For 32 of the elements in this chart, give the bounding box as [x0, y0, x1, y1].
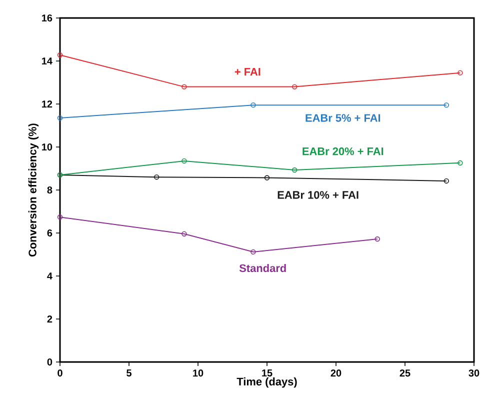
point: [182, 231, 187, 236]
point: [154, 174, 160, 180]
y-tick-label: 0: [47, 358, 52, 366]
x-tick-label: 20: [330, 370, 342, 377]
point: [250, 102, 256, 108]
series-label: + FAI: [234, 68, 260, 76]
point: [182, 158, 187, 164]
y-tick-label: 4: [47, 272, 52, 280]
series-label: EABr 5% + FAI: [306, 114, 380, 122]
point: [292, 84, 298, 90]
y-tick-label: 16: [42, 14, 52, 22]
series-label: EABr 10% + FAI: [278, 191, 358, 199]
series-label: EABr 20% + FAI: [302, 147, 384, 156]
y-tick-label: 12: [42, 100, 52, 108]
x-tick-label: 10: [193, 370, 204, 377]
x-tick-label: 30: [468, 370, 480, 377]
point: [292, 167, 298, 173]
point: [264, 175, 270, 180]
point: [250, 249, 256, 255]
y-tick-label: 10: [42, 143, 52, 151]
series-label: Standard: [239, 264, 286, 272]
y-tick-label: 14: [42, 58, 52, 64]
y-tick-label: 6: [47, 229, 52, 237]
y-tick-label: 8: [47, 186, 52, 194]
x-tick-label: 5: [126, 370, 132, 376]
x-tick-label: 15: [262, 370, 272, 376]
y-tick-label: 2: [47, 316, 52, 322]
point: [182, 84, 187, 90]
x-axis-title: Time (days): [236, 377, 297, 388]
x-tick-label: 0: [58, 370, 62, 377]
x-tick-label: 25: [400, 370, 410, 377]
y-axis-title: Conversion efficiency (%): [28, 124, 39, 257]
